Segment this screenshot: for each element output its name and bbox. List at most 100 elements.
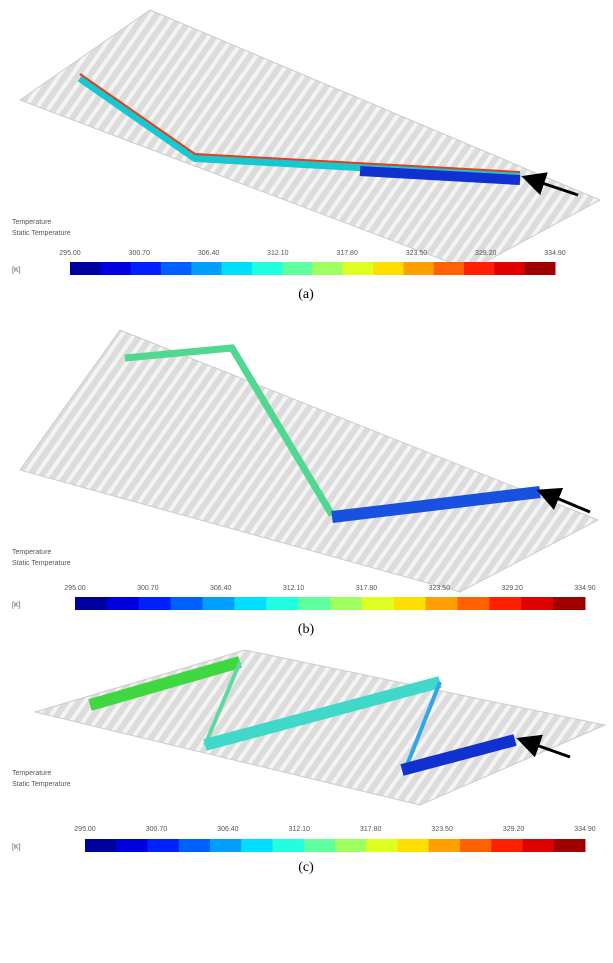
legend-subtitle: Static Temperature	[12, 560, 71, 567]
channel-path	[403, 681, 442, 771]
colorbar-segment	[170, 597, 203, 610]
colorbar-segment	[457, 597, 490, 610]
colorbar-tick-label: 329.20	[501, 585, 523, 592]
colorbar-tick-label: 323.50	[429, 585, 451, 592]
colorbar-segment	[160, 262, 192, 275]
channel-path	[88, 656, 242, 711]
colorbar-segment	[266, 597, 299, 610]
colorbar-segment	[494, 262, 526, 275]
colorbar-segment	[330, 597, 363, 610]
channel-path	[359, 166, 521, 185]
colorbar-segment	[234, 597, 267, 610]
colorbar-segment	[70, 262, 101, 275]
colorbar-tick-label: 317.80	[360, 826, 382, 833]
colorbar-segment	[100, 262, 132, 275]
legend-title: Temperature	[12, 219, 51, 226]
colorbar-tick-label: 312.10	[267, 250, 289, 257]
colorbar-segment	[521, 597, 554, 610]
colorbar-segment	[282, 262, 313, 275]
colorbar-segment	[433, 262, 465, 275]
colorbar-segment	[553, 839, 586, 852]
channel-path	[331, 486, 541, 523]
caption: (a)	[298, 287, 314, 302]
colorbar-tick-label: 329.20	[475, 250, 497, 257]
legend-title: Temperature	[12, 549, 51, 556]
colorbar-tick-label: 295.00	[64, 585, 86, 592]
colorbar-segment	[138, 597, 172, 610]
colorbar-segment	[178, 839, 211, 852]
channel-path	[400, 734, 517, 776]
colorbar-segment	[116, 839, 148, 852]
colorbar-segment	[335, 839, 367, 852]
colorbar-segment	[210, 839, 242, 852]
colorbar-segment	[191, 262, 223, 275]
colorbar-tick-label: 306.40	[210, 585, 232, 592]
colorbar-segment	[312, 262, 344, 275]
colorbar-tick-label: 334.90	[544, 250, 566, 257]
colorbar-segment	[397, 839, 430, 852]
arrow	[536, 487, 591, 514]
legend-unit: [K]	[12, 844, 21, 851]
colorbar-segment	[298, 597, 331, 610]
plate-render	[18, 9, 602, 271]
caption: (c)	[298, 860, 314, 875]
colorbar-segment	[147, 839, 180, 852]
colorbar-segment	[251, 262, 283, 275]
legend-unit: [K]	[12, 267, 21, 274]
colorbar-segment	[553, 597, 586, 610]
colorbar-tick-label: 300.70	[146, 826, 168, 833]
arrow	[516, 734, 571, 759]
channel-path	[203, 676, 442, 751]
arrow	[521, 172, 579, 197]
colorbar-segment	[393, 597, 427, 610]
colorbar-segment	[361, 597, 395, 610]
legend-title: Temperature	[12, 770, 51, 777]
colorbar-segment	[106, 597, 140, 610]
colorbar-tick-label: 334.90	[574, 826, 596, 833]
colorbar-tick-label: 306.40	[217, 826, 239, 833]
colorbar-segment	[85, 839, 117, 852]
colorbar-tick-label: 323.50	[406, 250, 428, 257]
colorbar-tick-label: 306.40	[198, 250, 220, 257]
colorbar-segment	[202, 597, 235, 610]
colorbar-segment	[272, 839, 305, 852]
channel-edge	[79, 73, 521, 173]
colorbar-segment	[491, 839, 523, 852]
caption: (b)	[298, 622, 315, 637]
legend-unit: [K]	[12, 602, 21, 609]
plate-render	[33, 649, 607, 806]
colorbar-tick-label: 312.10	[283, 585, 305, 592]
colorbar-tick-label: 295.00	[59, 250, 81, 257]
colorbar-segment	[425, 597, 458, 610]
colorbar-segment	[366, 839, 398, 852]
colorbar-segment	[428, 839, 461, 852]
colorbar-segment	[373, 262, 404, 275]
colorbar-segment	[75, 597, 108, 610]
colorbar-segment	[464, 262, 495, 275]
colorbar-tick-label: 317.80	[356, 585, 378, 592]
colorbar-segment	[130, 262, 162, 275]
colorbar-segment	[342, 262, 374, 275]
channel-path	[203, 661, 242, 746]
colorbar-segment	[403, 262, 435, 275]
colorbar-segment	[489, 597, 522, 610]
colorbar-segment	[460, 839, 492, 852]
colorbar-tick-label: 312.10	[289, 826, 311, 833]
legend-subtitle: Static Temperature	[12, 230, 71, 237]
colorbar-segment	[221, 262, 253, 275]
legend-subtitle: Static Temperature	[12, 781, 71, 788]
colorbar-tick-label: 317.80	[336, 250, 358, 257]
colorbar-segment	[303, 839, 336, 852]
colorbar-tick-label: 329.20	[503, 826, 525, 833]
plate-render	[19, 329, 600, 593]
colorbar-tick-label: 300.70	[129, 250, 151, 257]
colorbar-segment	[524, 262, 556, 275]
colorbar-segment	[522, 839, 555, 852]
colorbar-tick-label: 323.50	[431, 826, 453, 833]
colorbar-segment	[241, 839, 273, 852]
colorbar-tick-label: 334.90	[574, 585, 596, 592]
colorbar-tick-label: 300.70	[137, 585, 159, 592]
channel-path	[124, 344, 336, 517]
colorbar-tick-label: 295.00	[74, 826, 96, 833]
